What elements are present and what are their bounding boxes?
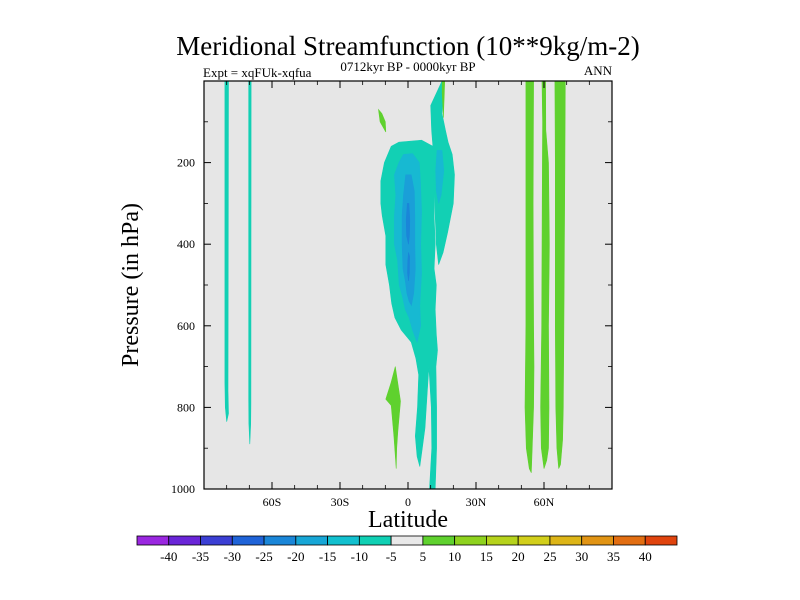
colorbar-label: -20	[287, 549, 304, 564]
colorbar-swatch	[613, 535, 646, 546]
contour-regions	[224, 80, 566, 490]
contour-region-eq-cell-peak-lower	[407, 252, 410, 281]
contour-region-nh-green-b	[540, 80, 550, 469]
colorbar: -40 -35 -30 -25 -20 -15 -10 -5 5 10 15 20 25 30 35 40	[136, 535, 678, 564]
colorbar-swatch	[327, 535, 360, 546]
colorbar-label: -35	[192, 549, 209, 564]
contour-region-nh-tropic-core	[435, 150, 445, 204]
colorbar-swatch	[454, 535, 487, 546]
colorbar-label: 25	[543, 549, 556, 564]
contour-region-eq-cell-peak	[405, 203, 411, 245]
colorbar-label: -5	[386, 549, 397, 564]
colorbar-swatch	[390, 535, 424, 546]
y-tick-label: 400	[177, 237, 195, 251]
colorbar-swatch	[168, 535, 201, 546]
colorbar-label: 5	[420, 549, 427, 564]
colorbar-label: 40	[639, 549, 652, 564]
colorbar-swatch	[263, 535, 297, 546]
colorbar-swatch	[295, 535, 328, 546]
x-tick-label: 60S	[263, 495, 282, 509]
contour-region-sh-column-a	[224, 80, 229, 422]
y-tick-label: 200	[177, 156, 195, 170]
x-axis-label: Latitude	[368, 507, 448, 533]
colorbar-swatch	[549, 535, 583, 546]
colorbar-label: -15	[319, 549, 336, 564]
chart-subtitle-center: 0712kyr BP - 0000kyr BP	[340, 59, 475, 74]
x-tick-label: 30N	[466, 495, 487, 509]
y-tick-label: 1000	[171, 482, 195, 496]
colorbar-swatch	[581, 535, 614, 546]
y-axis-label: Pressure (in hPa)	[118, 203, 144, 367]
contour-region-nh-green-c	[554, 80, 566, 469]
contour-region-nh-green-a	[524, 80, 535, 473]
chart-subtitle-left: Expt = xqFUk-xqfua	[203, 65, 312, 80]
colorbar-swatch	[517, 535, 551, 546]
colorbar-swatch	[422, 535, 456, 546]
y-axis-ticks: 200 400 600 800 1000	[171, 121, 612, 496]
colorbar-swatch	[136, 535, 170, 546]
x-tick-label: 60N	[534, 495, 555, 509]
contour-region-sh-green-blob	[378, 108, 387, 133]
colorbar-label: 20	[512, 549, 525, 564]
colorbar-label: 35	[607, 549, 620, 564]
colorbar-swatch	[644, 535, 678, 546]
chart-subtitle-right: ANN	[584, 63, 613, 78]
colorbar-swatch	[231, 535, 265, 546]
colorbar-label: -10	[351, 549, 368, 564]
chart-title: Meridional Streamfunction (10**9kg/m-2)	[176, 31, 639, 61]
x-tick-label: 0	[405, 495, 411, 509]
colorbar-swatch	[486, 535, 519, 546]
colorbar-label: 30	[575, 549, 588, 564]
x-axis-ticks: 60S 30S 0 30N 60N	[226, 81, 590, 509]
colorbar-swatch	[358, 535, 392, 546]
contour-region-eq-green-diamond	[385, 366, 401, 469]
colorbar-label: -30	[224, 549, 241, 564]
y-tick-label: 800	[177, 400, 195, 414]
colorbar-label: 10	[448, 549, 461, 564]
y-tick-label: 600	[177, 319, 195, 333]
colorbar-swatch	[200, 535, 233, 546]
contour-region-sh-column-b	[248, 80, 252, 445]
colorbar-label: -25	[255, 549, 272, 564]
colorbar-label: -40	[160, 549, 177, 564]
colorbar-label: 15	[480, 549, 493, 564]
x-tick-label: 30S	[331, 495, 350, 509]
